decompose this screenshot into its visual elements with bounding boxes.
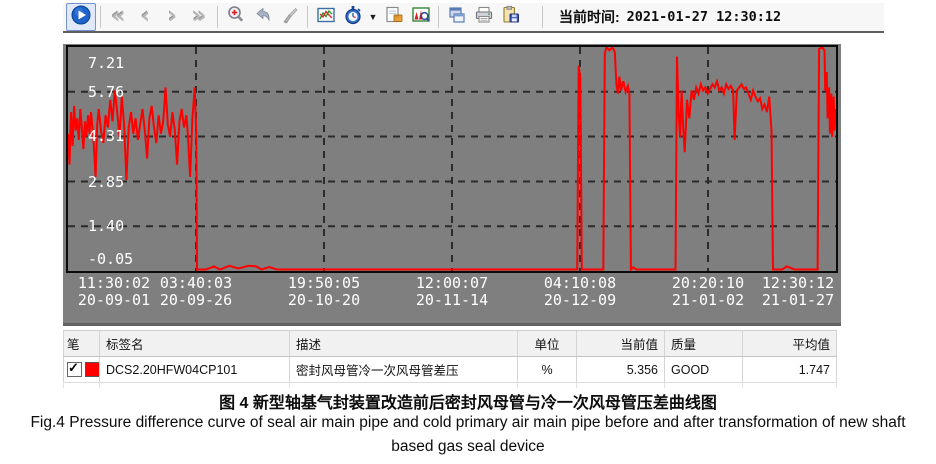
- x-axis-label: 19:50:05 20-10-20: [287, 274, 361, 309]
- header-unit[interactable]: 单位: [518, 331, 577, 356]
- chart-search-icon: [411, 5, 431, 30]
- fast-forward-icon: »: [192, 4, 207, 29]
- figure-caption-en-line1: Fig.4 Pressure difference curve of seal …: [30, 414, 906, 431]
- header-pen[interactable]: 笔: [63, 331, 100, 356]
- unit-cell: %: [518, 357, 577, 382]
- stopwatch-icon: [343, 5, 363, 30]
- export-image-icon: [384, 5, 404, 30]
- figure-caption-en-line2: based gas seal device: [391, 438, 545, 455]
- fast-forward-button[interactable]: »: [186, 5, 213, 29]
- trend-chart-button[interactable]: [312, 5, 339, 29]
- x-axis-label: 20:20:10 21-01-02: [671, 274, 745, 309]
- printer-icon: [474, 5, 494, 30]
- x-axis-label: 03:40:03 20-09-26: [159, 274, 233, 309]
- step-forward-button[interactable]: ›: [159, 5, 186, 29]
- undo-icon: [253, 5, 273, 30]
- current-time-label: 当前时间:: [559, 9, 620, 25]
- pen-color-swatch[interactable]: [85, 362, 99, 377]
- chart-panel: 7.21 5.76 4.31 2.85 1.40 -0.05 11:30:02 20-09-…: [63, 44, 841, 326]
- print-button[interactable]: [470, 5, 497, 29]
- header-desc[interactable]: 描述: [290, 331, 518, 356]
- toolbar-separator: [542, 6, 543, 28]
- fast-backward-icon: «: [111, 4, 126, 29]
- average-cell: 1.747: [743, 357, 837, 382]
- y-axis-label: 1.40: [88, 217, 125, 236]
- pen-table-header: 笔 标签名 描述 单位 当前值 质量 平均值: [63, 331, 837, 357]
- dropdown-arrow-icon: ▼: [368, 12, 378, 22]
- current-time: 当前时间: 2021-01-27 12:30:12: [559, 7, 781, 27]
- y-axis-label: 5.76: [88, 82, 125, 101]
- x-axis-label: 04:10:08 20-12-09: [543, 274, 617, 309]
- toolbar-separator: [217, 6, 218, 28]
- toolbar-separator: [307, 6, 308, 28]
- window-layout-button[interactable]: [443, 5, 470, 29]
- current-time-value: 2021-01-27 12:30:12: [626, 9, 782, 25]
- pen-table-row: DCS2.20HFW04CP101 密封风母管冷一次风母管差压 % 5.356 …: [63, 357, 837, 383]
- figure-caption-zh: 图 4 新型轴基气封装置改造前后密封风母管与冷一次风母管压差曲线图: [219, 395, 717, 412]
- broom-icon: [280, 5, 300, 30]
- plot-area[interactable]: [66, 45, 838, 273]
- step-forward-icon: ›: [167, 4, 178, 29]
- tag-cell: DCS2.20HFW04CP101: [100, 357, 290, 382]
- step-backward-button[interactable]: ‹: [132, 5, 159, 29]
- toolbar-separator: [100, 6, 101, 28]
- header-tag[interactable]: 标签名: [100, 331, 290, 356]
- pen-cell: [63, 357, 100, 382]
- clear-button[interactable]: [276, 5, 303, 29]
- chart-search-button[interactable]: [407, 5, 434, 29]
- zoom-button[interactable]: [222, 5, 249, 29]
- step-backward-icon: ‹: [140, 4, 151, 29]
- empty-row-stub: [63, 383, 837, 388]
- export-image-button[interactable]: [380, 5, 407, 29]
- pen-table: 笔 标签名 描述 单位 当前值 质量 平均值 DCS2.20HFW04CP101…: [63, 330, 837, 388]
- y-axis-label: 7.21: [88, 54, 125, 72]
- current-cell: 5.356: [577, 357, 665, 382]
- x-axis-label: 12:00:07 20-11-14: [415, 274, 489, 309]
- header-current[interactable]: 当前值: [577, 331, 665, 356]
- toolbar: « ‹ › »: [63, 3, 884, 33]
- time-range-dropdown[interactable]: ▼: [366, 5, 380, 29]
- trend-chart-icon: [316, 5, 336, 30]
- trend-line: [68, 47, 836, 271]
- time-range-button[interactable]: [339, 5, 366, 29]
- save-clipboard-icon: [501, 5, 521, 30]
- play-icon: [71, 5, 91, 30]
- desc-cell: 密封风母管冷一次风母管差压: [290, 357, 518, 382]
- quality-cell: GOOD: [665, 357, 743, 382]
- x-axis-label: 11:30:02 20-09-01: [77, 274, 151, 309]
- undo-button[interactable]: [249, 5, 276, 29]
- pen-checkbox[interactable]: [67, 360, 82, 377]
- header-quality[interactable]: 质量: [665, 331, 743, 356]
- save-button[interactable]: [497, 5, 524, 29]
- header-average[interactable]: 平均值: [743, 331, 837, 356]
- fast-backward-button[interactable]: «: [105, 5, 132, 29]
- zoom-in-icon: [226, 5, 246, 30]
- window-layout-icon: [447, 5, 467, 30]
- x-axis-label: 12:30:12 21-01-27: [761, 274, 835, 309]
- toolbar-separator: [438, 6, 439, 28]
- play-button[interactable]: [66, 3, 96, 31]
- y-axis-label: -0.05: [88, 250, 134, 268]
- y-axis-label: 2.85: [88, 172, 125, 191]
- figure-caption-en: Fig.4 Pressure difference curve of seal …: [0, 411, 936, 459]
- y-axis-label: 4.31: [88, 127, 125, 146]
